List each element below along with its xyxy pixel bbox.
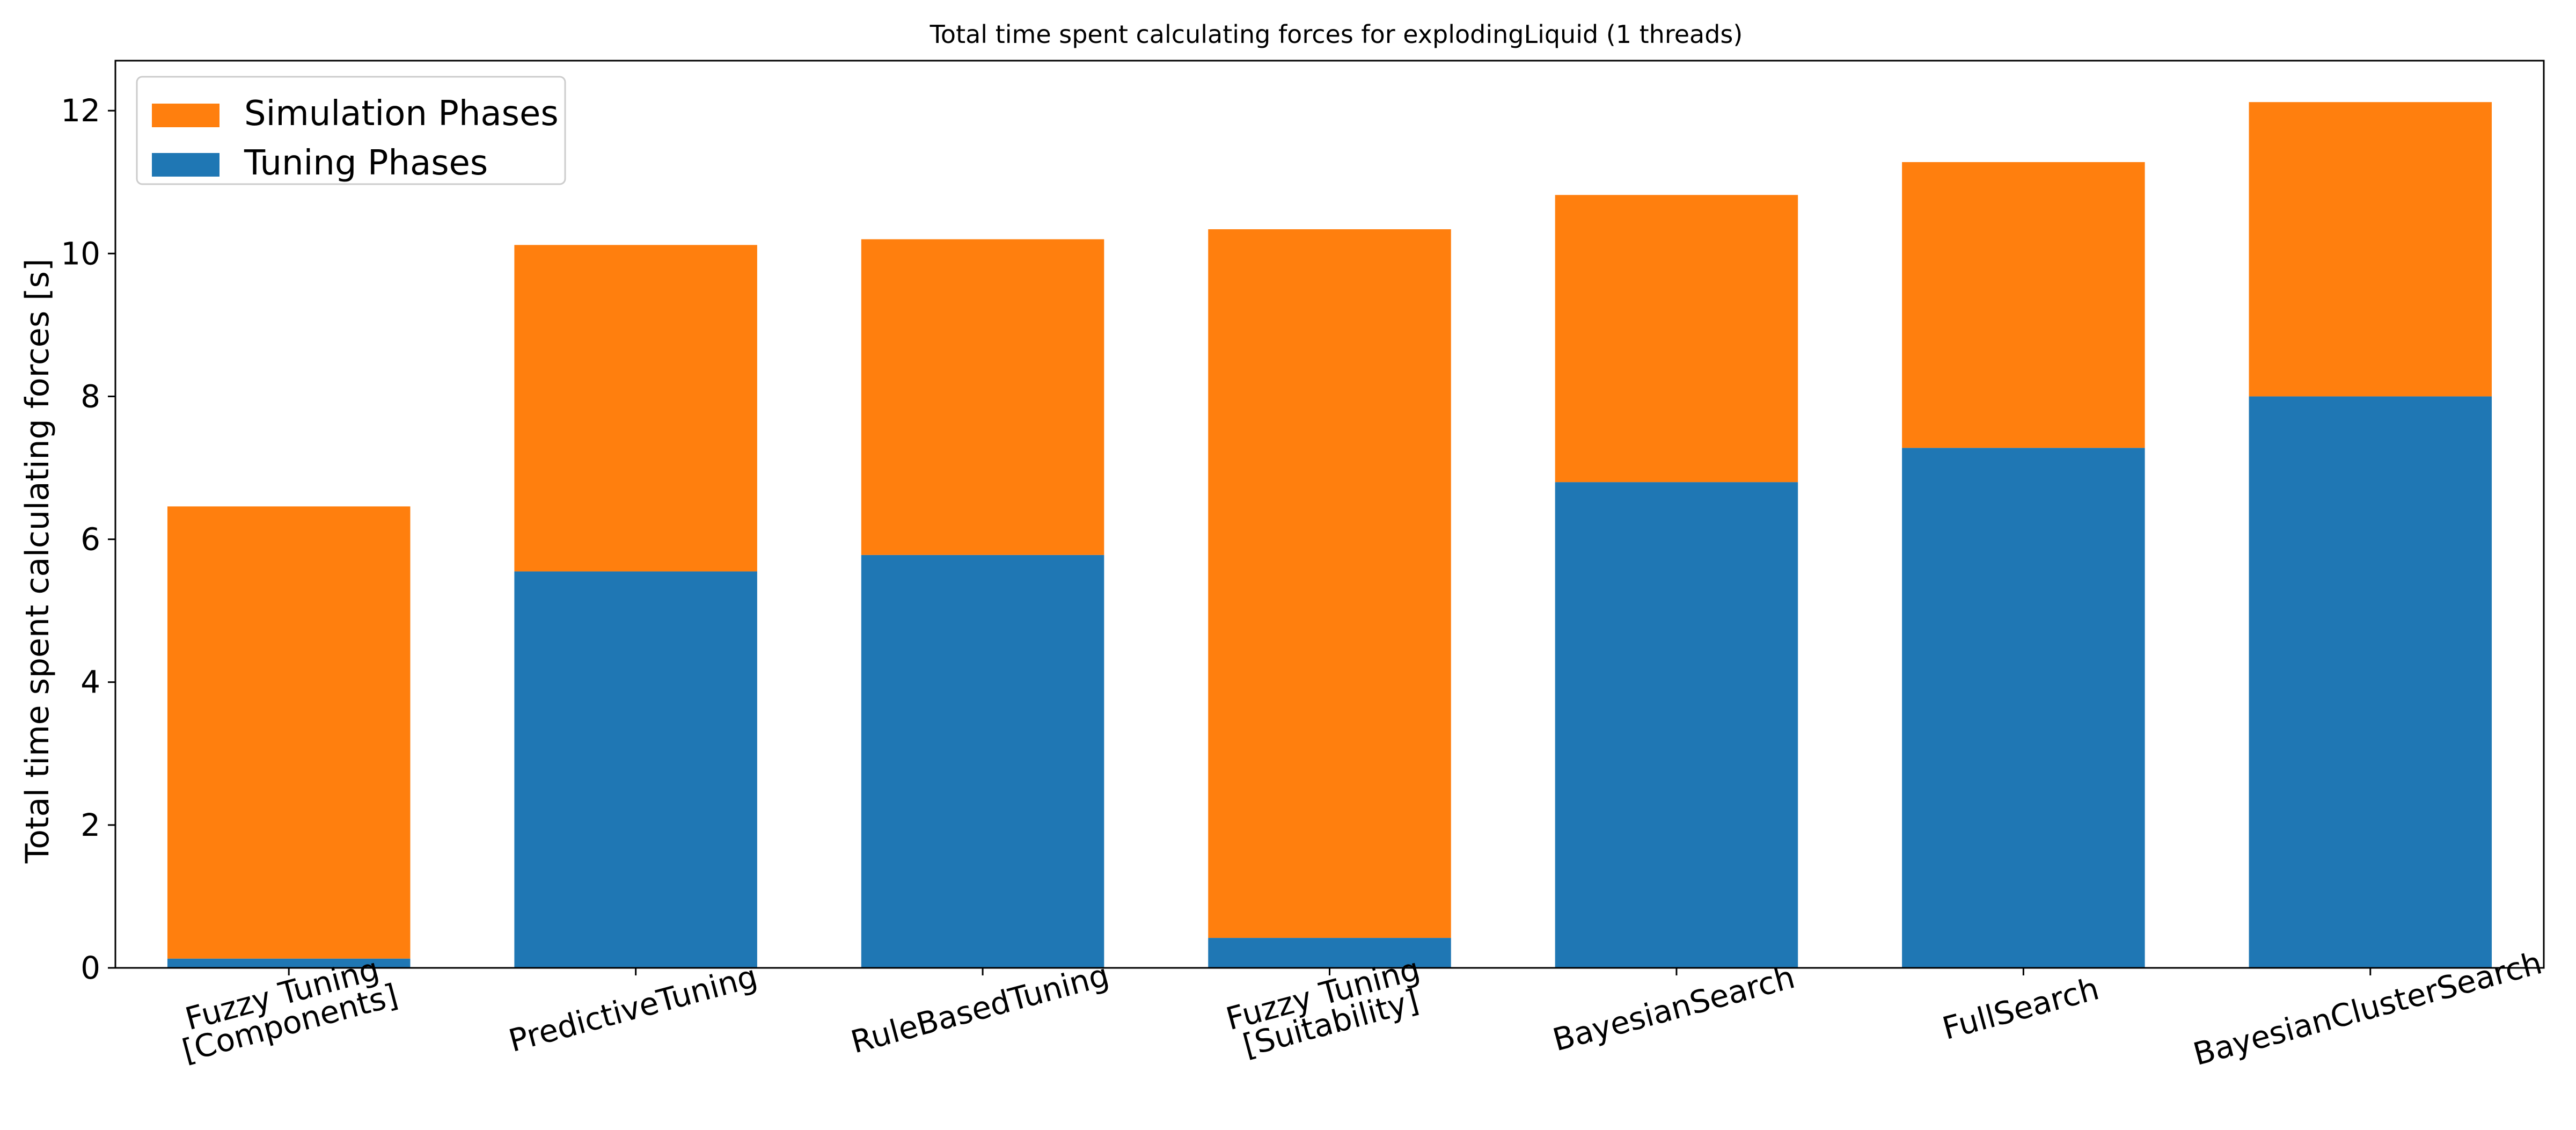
x-tick-label-line: PredictiveTuning	[505, 958, 761, 1059]
x-tick-label-line: RuleBasedTuning	[847, 957, 1113, 1061]
bar-simulation-5	[1902, 162, 2145, 448]
y-axis-label: Total time spent calculating forces [s]	[19, 259, 56, 864]
x-tick-label-4: BayesianSearch	[1549, 959, 1798, 1059]
y-tick-label-2: 2	[80, 807, 100, 843]
x-tick-label-2: RuleBasedTuning	[847, 957, 1113, 1061]
legend: Simulation Phases Tuning Phases	[136, 76, 566, 185]
legend-label-simulation: Simulation Phases	[244, 94, 559, 134]
bar-tuning-0	[167, 958, 411, 968]
legend-swatch-simulation	[152, 104, 219, 127]
bar-tuning-2	[861, 555, 1104, 968]
x-tick-label-1: PredictiveTuning	[505, 958, 761, 1059]
x-tick-label-5: FullSearch	[1938, 970, 2103, 1047]
bar-simulation-2	[861, 239, 1104, 555]
bar-simulation-6	[2249, 102, 2492, 397]
x-tick-label-line: BayesianSearch	[1549, 959, 1798, 1059]
y-tick-label-10: 10	[61, 235, 100, 272]
x-tick-label-line: FullSearch	[1938, 970, 2103, 1047]
bar-simulation-0	[167, 506, 411, 959]
bar-tuning-3	[1208, 938, 1451, 968]
y-tick-label-4: 4	[80, 664, 100, 701]
bar-tuning-4	[1555, 482, 1798, 968]
y-tick-label-12: 12	[61, 92, 100, 129]
bar-tuning-1	[514, 571, 757, 968]
y-tick-label-8: 8	[80, 378, 100, 414]
bar-simulation-4	[1555, 195, 1798, 483]
chart-title: Total time spent calculating forces for …	[930, 20, 1743, 49]
legend-label-tuning: Tuning Phases	[244, 143, 488, 183]
legend-swatch-tuning	[152, 153, 219, 177]
legend-box	[136, 76, 566, 185]
bar-simulation-1	[514, 245, 757, 572]
y-tick-label-0: 0	[80, 950, 100, 986]
y-tick-label-6: 6	[80, 521, 100, 558]
bars-layer	[167, 102, 2492, 968]
bar-tuning-6	[2249, 396, 2492, 968]
bar-simulation-3	[1208, 229, 1451, 938]
bar-tuning-5	[1902, 448, 2145, 968]
